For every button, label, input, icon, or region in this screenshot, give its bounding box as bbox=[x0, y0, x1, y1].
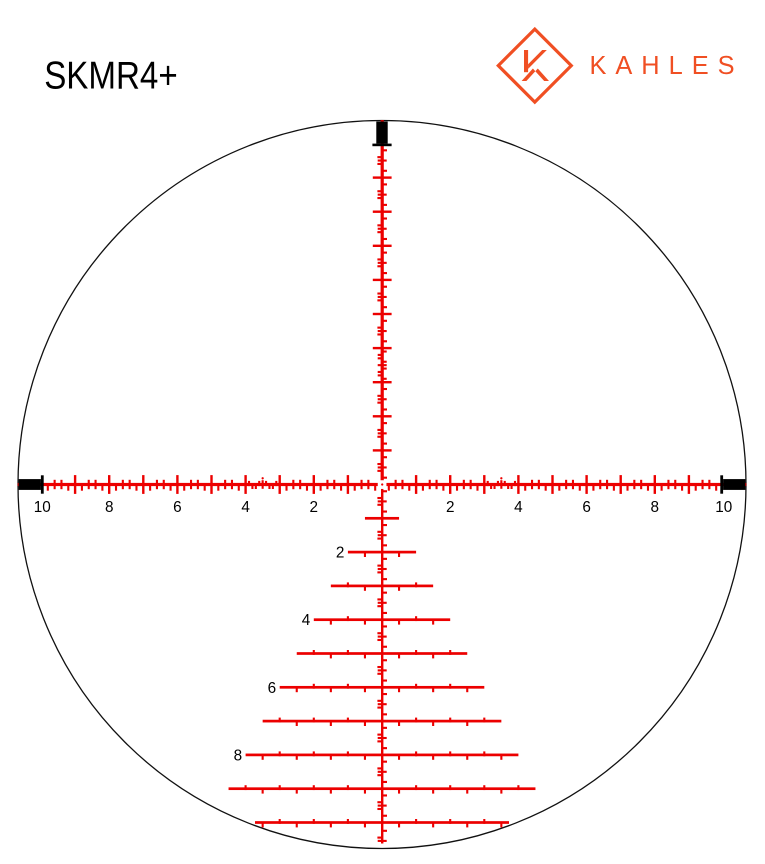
svg-text:8: 8 bbox=[651, 499, 660, 516]
svg-text:8: 8 bbox=[234, 747, 243, 764]
svg-text:8: 8 bbox=[105, 499, 114, 516]
svg-text:KAHLES: KAHLES bbox=[590, 50, 744, 80]
svg-text:10: 10 bbox=[715, 499, 732, 516]
svg-text:4: 4 bbox=[302, 612, 311, 629]
svg-text:6: 6 bbox=[582, 499, 591, 516]
svg-text:4: 4 bbox=[241, 499, 250, 516]
svg-text:4: 4 bbox=[514, 499, 523, 516]
svg-text:6: 6 bbox=[268, 680, 277, 697]
svg-text:2: 2 bbox=[446, 499, 455, 516]
svg-text:SKMR4+: SKMR4+ bbox=[44, 54, 178, 97]
svg-text:10: 10 bbox=[34, 499, 51, 516]
svg-text:2: 2 bbox=[310, 499, 319, 516]
svg-text:2: 2 bbox=[336, 545, 345, 562]
svg-text:6: 6 bbox=[173, 499, 182, 516]
